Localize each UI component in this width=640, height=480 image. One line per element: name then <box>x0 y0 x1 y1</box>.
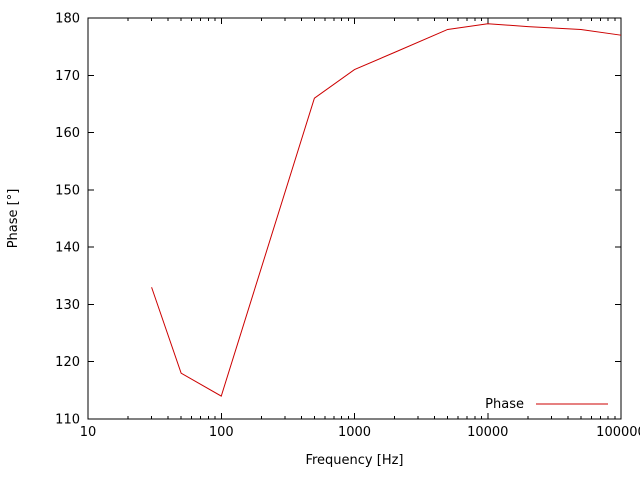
y-tick-label: 150 <box>55 183 80 198</box>
y-tick-label: 120 <box>55 355 80 370</box>
plot-border <box>87 17 622 420</box>
x-tick-label: 1000 <box>338 425 371 440</box>
x-axis-title: Frequency [Hz] <box>305 453 403 468</box>
y-tick-label: 160 <box>55 126 80 141</box>
x-tick-label: 100000 <box>596 425 640 440</box>
y-tick-label: 140 <box>55 241 80 256</box>
y-tick-label: 130 <box>55 298 80 313</box>
y-tick-label: 110 <box>55 413 80 428</box>
x-tick-label: 100 <box>209 425 234 440</box>
x-tick-label: 10 <box>80 425 97 440</box>
x-tick-label: 10000 <box>467 425 508 440</box>
y-tick-label: 170 <box>55 69 80 84</box>
series-line-phase <box>151 23 622 397</box>
y-tick-label: 180 <box>55 12 80 27</box>
y-axis-title: Phase [°] <box>6 189 21 249</box>
legend-label: Phase <box>485 397 524 412</box>
